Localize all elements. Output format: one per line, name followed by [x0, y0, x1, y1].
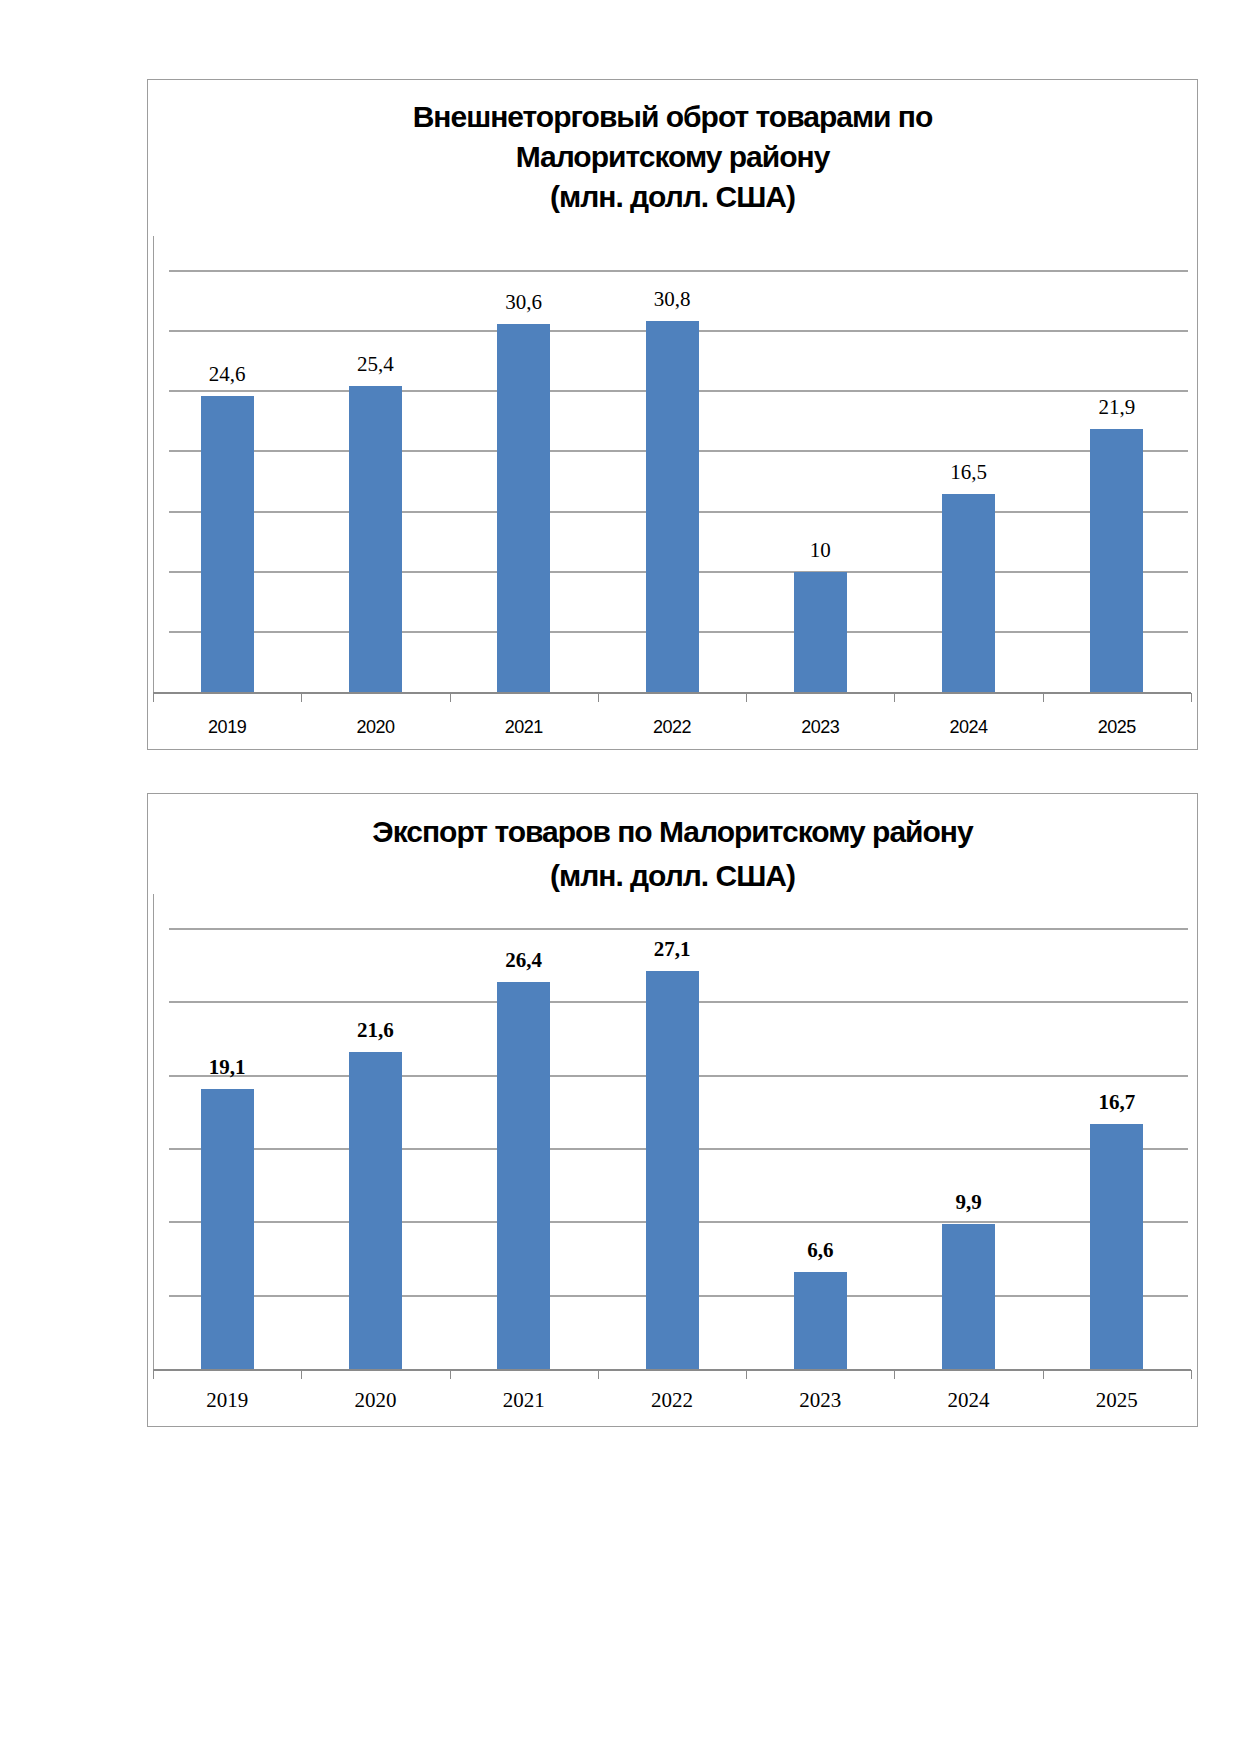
bar: [646, 971, 699, 1369]
x-axis-tick: [450, 693, 451, 702]
bar-value-label: 30,6: [454, 290, 594, 315]
bar-value-label: 10: [750, 538, 890, 563]
x-axis-label: 2022: [598, 1388, 746, 1413]
bar: [1090, 1124, 1143, 1369]
bar: [942, 1224, 995, 1369]
x-axis-tick: [153, 1370, 154, 1379]
bar: [942, 494, 995, 692]
bar: [349, 386, 402, 692]
y-axis-line: [153, 894, 154, 1378]
x-axis-tick: [746, 1370, 747, 1379]
bar-value-label: 16,7: [1047, 1090, 1187, 1115]
bar-value-label: 27,1: [602, 937, 742, 962]
bar: [646, 321, 699, 692]
bar: [349, 1052, 402, 1369]
y-axis-line: [153, 236, 154, 701]
chart-title-line: (млн. долл. США): [148, 854, 1197, 898]
x-axis-tick: [1191, 1370, 1192, 1379]
gridline: [169, 928, 1188, 930]
bar: [497, 324, 550, 692]
x-axis-tick: [894, 1370, 895, 1379]
x-axis-tick: [153, 693, 154, 702]
x-axis-tick: [450, 1370, 451, 1379]
x-axis-label: 2022: [598, 717, 746, 738]
x-axis-line: [153, 692, 1191, 694]
x-axis-tick: [1043, 693, 1044, 702]
x-axis-label: 2020: [301, 1388, 449, 1413]
chart-title: Внешнеторговый оброт товарами поМалоритс…: [148, 97, 1197, 217]
x-axis-line: [153, 1369, 1191, 1371]
bar-value-label: 16,5: [899, 460, 1039, 485]
x-axis-label: 2020: [301, 717, 449, 738]
x-axis-label: 2025: [1043, 717, 1191, 738]
bar-value-label: 19,1: [157, 1055, 297, 1080]
x-axis-label: 2019: [153, 1388, 301, 1413]
chart-foreign-trade-turnover: Внешнеторговый оброт товарами поМалоритс…: [147, 79, 1198, 750]
x-axis-tick: [894, 693, 895, 702]
bar-value-label: 25,4: [305, 352, 445, 377]
x-axis-tick: [598, 1370, 599, 1379]
bar-value-label: 21,9: [1047, 395, 1187, 420]
bar: [794, 572, 847, 692]
x-axis-tick: [1043, 1370, 1044, 1379]
bar: [794, 1272, 847, 1369]
x-axis-tick: [598, 693, 599, 702]
chart-title-line: Внешнеторговый оброт товарами по: [148, 97, 1197, 137]
bar: [201, 396, 254, 692]
bar-value-label: 21,6: [305, 1018, 445, 1043]
chart-title-line: (млн. долл. США): [148, 177, 1197, 217]
x-axis-label: 2021: [450, 717, 598, 738]
bar-value-label: 24,6: [157, 362, 297, 387]
chart-title-line: Экспорт товаров по Малоритскому району: [148, 810, 1197, 854]
chart-exports: Экспорт товаров по Малоритскому району(м…: [147, 793, 1198, 1427]
bar-value-label: 26,4: [454, 948, 594, 973]
x-axis-tick: [746, 693, 747, 702]
x-axis-label: 2023: [746, 1388, 894, 1413]
bar: [497, 982, 550, 1369]
x-axis-label: 2024: [894, 717, 1042, 738]
x-axis-tick: [1191, 693, 1192, 702]
bar: [201, 1089, 254, 1369]
x-axis-label: 2023: [746, 717, 894, 738]
bar-value-label: 30,8: [602, 287, 742, 312]
bar: [1090, 429, 1143, 692]
x-axis-label: 2021: [450, 1388, 598, 1413]
x-axis-tick: [301, 1370, 302, 1379]
bar-value-label: 6,6: [750, 1238, 890, 1263]
document-page: Внешнеторговый оброт товарами поМалоритс…: [0, 0, 1241, 1755]
gridline: [169, 270, 1188, 272]
x-axis-label: 2024: [894, 1388, 1042, 1413]
x-axis-tick: [301, 693, 302, 702]
x-axis-label: 2025: [1043, 1388, 1191, 1413]
bar-value-label: 9,9: [899, 1190, 1039, 1215]
chart-title: Экспорт товаров по Малоритскому району(м…: [148, 810, 1197, 898]
chart-title-line: Малоритскому району: [148, 137, 1197, 177]
x-axis-label: 2019: [153, 717, 301, 738]
